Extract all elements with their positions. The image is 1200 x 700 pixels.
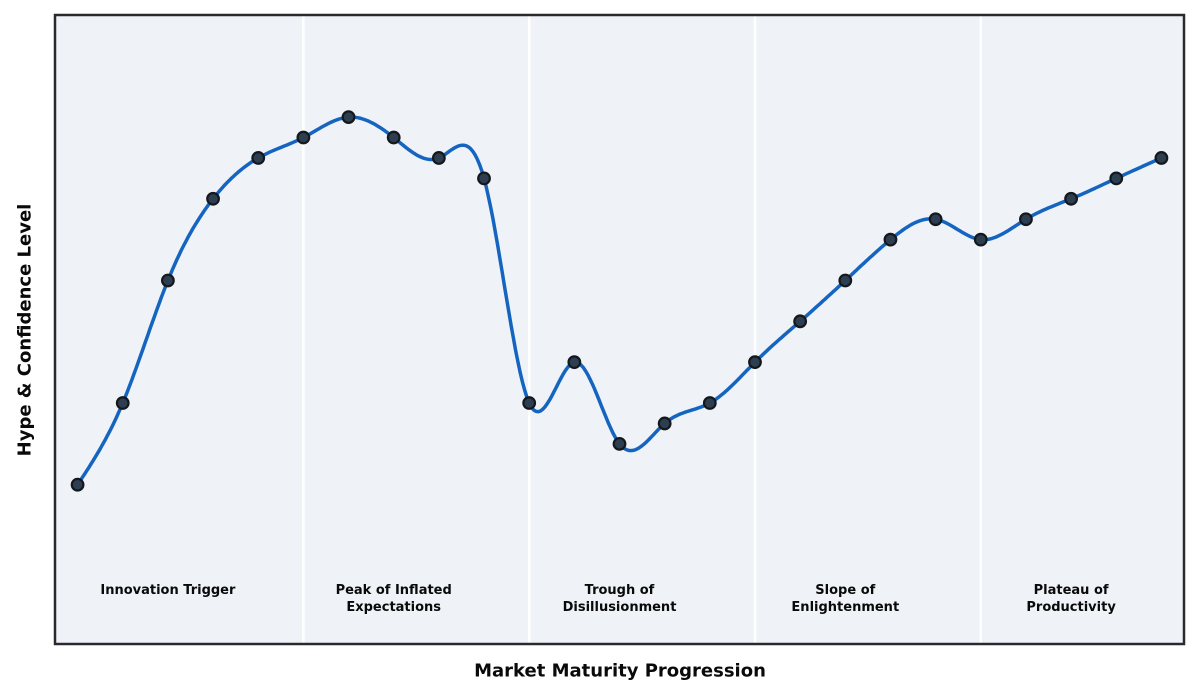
data-point: [160, 273, 175, 288]
data-point: [657, 416, 672, 431]
data-point: [567, 355, 582, 370]
phase-label-plateau-of-productivity: Plateau of Productivity: [1026, 582, 1116, 615]
phase-label-slope-of-enlightenment: Slope of Enlightenment: [791, 582, 900, 615]
data-point: [477, 171, 491, 186]
data-point: [1154, 151, 1169, 165]
phase-label-peak-of-inflated-expectations: Peak of Inflated Expectations: [335, 582, 452, 615]
data-point: [973, 232, 988, 247]
data-point: [1019, 212, 1033, 227]
data-point: [296, 130, 311, 145]
data-point: [431, 151, 446, 165]
data-point: [883, 232, 898, 247]
data-point: [70, 477, 85, 492]
y-axis-label: Hype & Confidence Level: [14, 203, 36, 457]
data-point: [341, 110, 356, 125]
data-point: [612, 436, 627, 451]
data-point: [702, 396, 717, 410]
data-point: [115, 396, 130, 410]
data-point: [1109, 171, 1124, 186]
plot-background: [55, 15, 1184, 644]
data-point: [522, 396, 537, 410]
phase-label-innovation-trigger: Innovation Trigger: [100, 582, 236, 598]
data-point: [206, 191, 220, 206]
data-point: [793, 314, 808, 329]
data-point: [386, 130, 401, 145]
axes-border: [53, 13, 1186, 646]
data-point: [838, 273, 853, 288]
data-point: [928, 212, 943, 227]
x-axis-label: Market Maturity Progression: [474, 660, 766, 682]
data-point: [1064, 191, 1078, 206]
data-point: [251, 151, 266, 165]
data-point: [748, 355, 762, 370]
phase-label-trough-of-disillusionment: Trough of Disillusionment: [562, 582, 677, 615]
